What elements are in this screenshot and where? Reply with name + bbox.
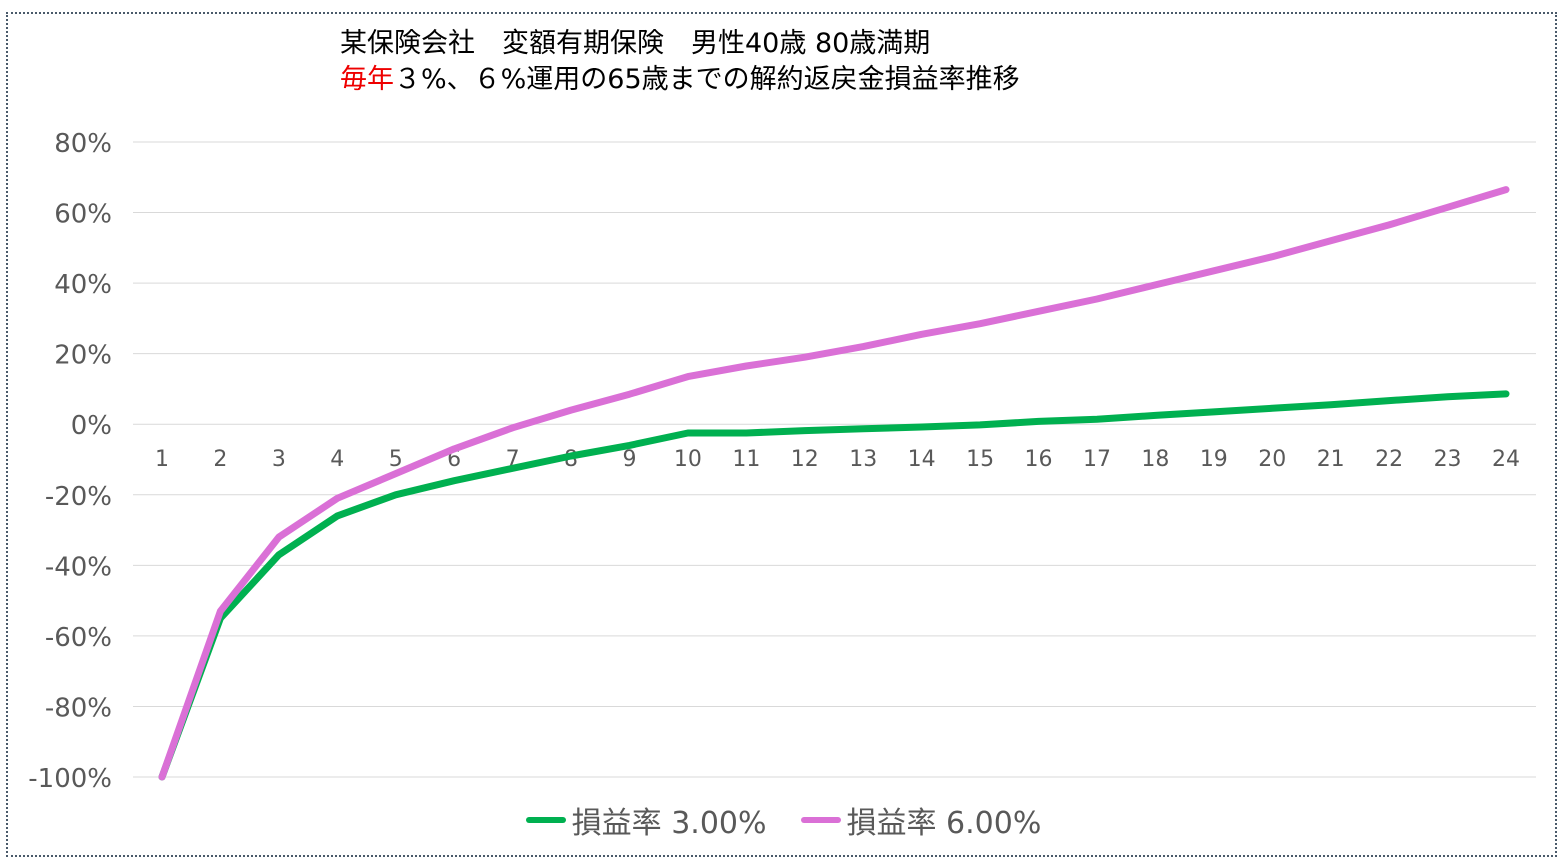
x-tick-label: 13 <box>849 447 877 472</box>
x-tick-label: 4 <box>330 447 344 472</box>
x-tick-label: 14 <box>908 447 936 472</box>
y-tick-label: -40% <box>45 552 112 582</box>
x-tick-label: 18 <box>1141 447 1169 472</box>
y-tick-label: -80% <box>45 693 112 723</box>
legend-swatch-3pct <box>525 817 566 823</box>
chart-title: 某保険会社 変額有期保険 男性40歳 80歳満期 毎年３%、６%運用の65歳まで… <box>340 26 1020 98</box>
legend-swatch-6pct <box>800 817 841 823</box>
legend: 損益率 3.00% 損益率 6.00% <box>0 798 1567 842</box>
legend-label-6pct: 損益率 6.00% <box>846 806 1042 841</box>
legend-item-3pct: 損益率 3.00% <box>525 798 767 842</box>
y-tick-label: -100% <box>28 764 112 794</box>
x-tick-label: 5 <box>389 447 403 472</box>
x-tick-label: 15 <box>966 447 994 472</box>
x-tick-label: 12 <box>791 447 819 472</box>
x-tick-label: 19 <box>1200 447 1228 472</box>
legend-label-3pct: 損益率 3.00% <box>571 806 767 841</box>
x-tick-label: 11 <box>732 447 760 472</box>
chart-frame <box>6 12 1557 857</box>
x-tick-label: 16 <box>1025 447 1053 472</box>
x-tick-label: 21 <box>1317 447 1345 472</box>
title-line-2: 毎年３%、６%運用の65歳までの解約返戻金損益率推移 <box>340 62 1020 98</box>
legend-item-6pct: 損益率 6.00% <box>800 798 1042 842</box>
title-line-1: 某保険会社 変額有期保険 男性40歳 80歳満期 <box>340 28 931 59</box>
y-tick-label: -60% <box>45 623 112 653</box>
title-line-2-rest: ３%、６%運用の65歳までの解約返戻金損益率推移 <box>394 64 1020 95</box>
y-tick-label: -20% <box>45 482 112 512</box>
x-tick-label: 17 <box>1083 447 1111 472</box>
x-tick-label: 23 <box>1434 447 1462 472</box>
title-highlight: 毎年 <box>340 64 394 95</box>
series-line-6pct <box>158 186 1510 781</box>
x-tick-label: 24 <box>1492 447 1520 472</box>
x-tick-label: 3 <box>272 447 286 472</box>
y-tick-label: 40% <box>54 270 112 300</box>
y-tick-label: 60% <box>54 200 112 230</box>
y-tick-label: 0% <box>71 411 112 441</box>
x-tick-label: 10 <box>674 447 702 472</box>
series-line-3pct <box>158 390 1510 781</box>
x-tick-label: 22 <box>1375 447 1403 472</box>
x-tick-label: 2 <box>213 447 227 472</box>
x-tick-label: 20 <box>1258 447 1286 472</box>
x-tick-label: 9 <box>622 447 636 472</box>
y-tick-label: 80% <box>54 129 112 159</box>
x-tick-label: 1 <box>155 447 169 472</box>
y-tick-label: 20% <box>54 341 112 371</box>
